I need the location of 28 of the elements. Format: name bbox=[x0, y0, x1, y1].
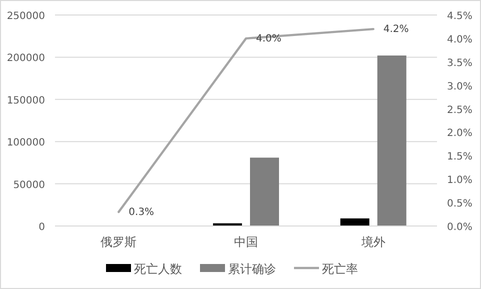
y2-tick-label: 0.0% bbox=[447, 222, 472, 233]
y2-tick-label: 0.5% bbox=[447, 198, 472, 210]
bar bbox=[250, 158, 279, 226]
y-tick-label: 200000 bbox=[6, 53, 45, 64]
y2-tick-label: 1.0% bbox=[447, 175, 472, 186]
x-tick-label: 境外 bbox=[360, 235, 386, 249]
x-tick-label: 俄罗斯 bbox=[100, 235, 137, 249]
y2-tick-label: 4.0% bbox=[447, 34, 472, 46]
y2-tick-label: 2.0% bbox=[447, 128, 472, 140]
legend-label: 累计确诊 bbox=[228, 262, 276, 276]
y2-tick-label: 3.5% bbox=[447, 58, 472, 69]
legend-label: 死亡率 bbox=[322, 262, 358, 276]
y-tick-label: 150000 bbox=[6, 95, 45, 106]
bar bbox=[340, 218, 370, 226]
y-tick-label: 100000 bbox=[6, 138, 45, 149]
x-tick-label: 中国 bbox=[234, 235, 258, 249]
legend-label: 死亡人数 bbox=[134, 262, 182, 276]
y2-tick-label: 3.0% bbox=[447, 81, 472, 92]
data-label: 4.0% bbox=[256, 33, 282, 44]
y2-tick-label: 1.5% bbox=[447, 152, 472, 163]
y-tick-label: 50000 bbox=[13, 180, 45, 191]
y2-tick-label: 4.5% bbox=[447, 11, 472, 22]
bar bbox=[377, 56, 406, 226]
data-label: 4.2% bbox=[383, 24, 409, 36]
y2-tick-label: 2.5% bbox=[447, 104, 472, 116]
y-tick-label: 250000 bbox=[6, 11, 45, 22]
data-label: 0.3% bbox=[128, 206, 154, 218]
y-tick-label: 0 bbox=[38, 222, 45, 233]
